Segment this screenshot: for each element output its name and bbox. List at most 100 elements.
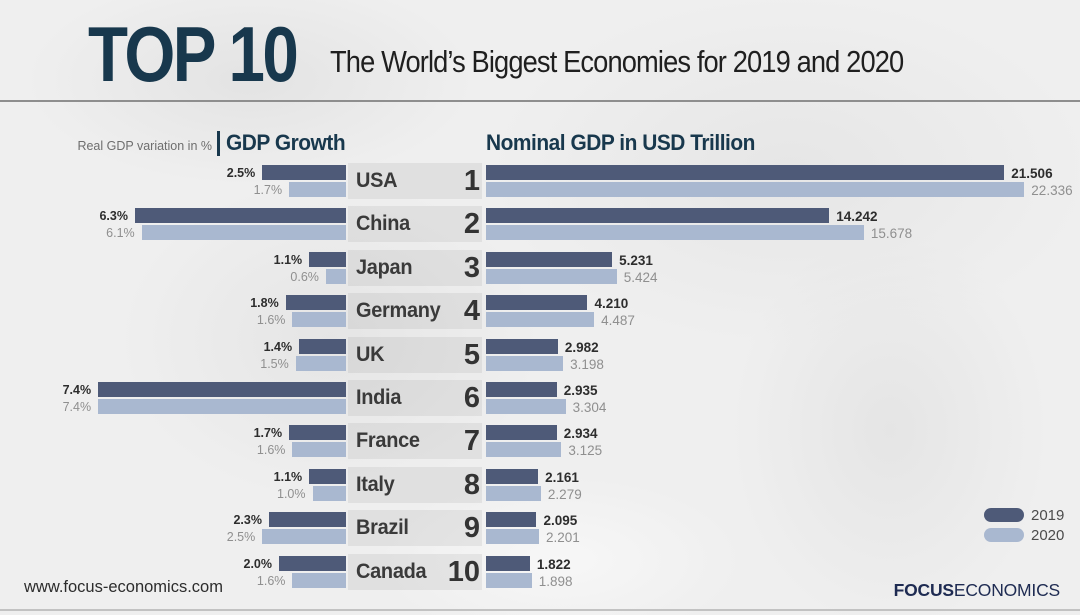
gdp-bar-2020 xyxy=(486,268,617,284)
legend-label-2019: 2019 xyxy=(1031,506,1065,524)
gdp-value-2019: 21.506 xyxy=(1011,166,1053,181)
gdp-bar-2020 xyxy=(486,529,540,545)
table-row: France 7 1.7% 1.6% 2.934 3.125 xyxy=(0,423,1080,466)
rank-label: 5 xyxy=(463,338,480,371)
gdp-bar-2019 xyxy=(486,468,539,484)
rank-label: 6 xyxy=(463,382,480,414)
gdp-value-2019: 2.935 xyxy=(563,383,598,398)
growth-bar-2019 xyxy=(309,468,346,484)
growth-value-2020: 1.6% xyxy=(256,313,286,328)
nominal-gdp-column-title: Nominal GDP in USD Trillion xyxy=(486,130,755,155)
growth-bar-2020 xyxy=(289,182,346,197)
gdp-value-2020: 2.201 xyxy=(546,530,580,546)
country-label: India xyxy=(356,386,402,409)
gdp-value-2020: 1.898 xyxy=(538,573,573,589)
gdp-bar-2020 xyxy=(486,442,562,458)
growth-value-2019: 2.3% xyxy=(233,513,262,528)
gdp-value-2019: 2.095 xyxy=(543,513,578,529)
gdp-bar-2020 xyxy=(486,572,532,588)
growth-value-2019: 2.5% xyxy=(226,166,256,180)
column-header-divider xyxy=(217,131,220,156)
gdp-bar-2019 xyxy=(486,512,537,528)
country-band xyxy=(348,293,482,330)
gdp-bar-2019 xyxy=(486,251,613,267)
country-band xyxy=(348,336,482,373)
gdp-bar-2020 xyxy=(486,182,1025,197)
growth-bar-2020 xyxy=(292,312,346,328)
footer-divider-line xyxy=(0,609,1080,611)
top10-badge: TOP 10 xyxy=(88,10,299,98)
growth-value-2020: 1.0% xyxy=(277,486,306,501)
rank-label: 7 xyxy=(463,425,480,458)
gdp-value-2019: 2.982 xyxy=(564,339,599,355)
table-row: Germany 4 1.8% 1.6% 4.210 4.487 xyxy=(0,293,1080,336)
growth-value-2019: 1.1% xyxy=(273,469,303,484)
growth-value-2020: 1.7% xyxy=(253,183,283,197)
growth-bar-2020 xyxy=(325,268,346,284)
focuseconomics-logo: FOCUSECONOMICS xyxy=(893,580,1061,601)
growth-bar-2019 xyxy=(289,425,346,441)
table-row: India 6 7.4% 7.4% 2.935 3.304 xyxy=(0,380,1080,423)
gdp-growth-unit-note: Real GDP variation in % xyxy=(77,139,212,153)
chart-rows: USA 1 2.5% 1.7% 21.506 22.336 China 2 6.… xyxy=(0,163,1080,599)
growth-value-2019: 7.4% xyxy=(62,383,92,397)
country-label: Japan xyxy=(356,255,413,279)
legend-swatch-2019 xyxy=(984,508,1024,522)
table-row: China 2 6.3% 6.1% 14.242 15.678 xyxy=(0,206,1080,249)
gdp-bar-2020 xyxy=(486,225,864,241)
growth-value-2020: 1.6% xyxy=(256,573,286,588)
gdp-value-2020: 3.125 xyxy=(568,443,603,459)
country-band xyxy=(348,423,482,460)
growth-bar-2019 xyxy=(309,251,346,267)
table-row: Brazil 9 2.3% 2.5% 2.095 2.201 xyxy=(0,510,1080,553)
growth-bar-2019 xyxy=(285,295,346,311)
growth-value-2019: 1.8% xyxy=(250,296,279,311)
country-label: Italy xyxy=(356,472,395,496)
growth-value-2019: 6.3% xyxy=(99,209,128,224)
country-band xyxy=(348,380,482,416)
country-band xyxy=(348,466,482,503)
gdp-value-2019: 4.210 xyxy=(594,296,629,312)
gdp-value-2020: 4.487 xyxy=(601,313,635,329)
legend-item-2019: 2019 xyxy=(984,505,1064,525)
growth-bar-2020 xyxy=(295,355,346,371)
gdp-value-2020: 5.424 xyxy=(623,269,658,285)
country-band xyxy=(348,249,482,286)
growth-bar-2019 xyxy=(268,512,346,528)
country-label: France xyxy=(356,429,420,453)
table-row: USA 1 2.5% 1.7% 21.506 22.336 xyxy=(0,163,1080,206)
growth-bar-2020 xyxy=(141,225,346,241)
gdp-bar-2019 xyxy=(486,295,588,311)
growth-value-2020: 0.6% xyxy=(290,269,319,284)
growth-bar-2019 xyxy=(134,208,346,224)
gdp-value-2019: 2.161 xyxy=(545,469,579,485)
gdp-bar-2019 xyxy=(486,165,1005,180)
gdp-value-2020: 3.304 xyxy=(572,400,607,415)
growth-bar-2019 xyxy=(262,165,346,180)
gdp-value-2020: 22.336 xyxy=(1031,183,1073,198)
gdp-value-2020: 15.678 xyxy=(870,226,913,242)
legend-swatch-2020 xyxy=(984,528,1024,542)
growth-value-2020: 2.5% xyxy=(226,530,256,545)
growth-value-2019: 2.0% xyxy=(243,556,273,571)
rank-label: 4 xyxy=(463,295,480,328)
country-label: China xyxy=(356,212,411,236)
table-row: UK 5 1.4% 1.5% 2.982 3.198 xyxy=(0,336,1080,380)
gdp-value-2020: 3.198 xyxy=(570,356,604,372)
country-label: USA xyxy=(356,169,398,192)
gdp-bar-2019 xyxy=(486,208,830,224)
gdp-bar-2019 xyxy=(486,425,557,441)
country-band xyxy=(348,163,482,199)
growth-bar-2020 xyxy=(262,529,346,545)
gdp-value-2019: 1.822 xyxy=(536,556,571,572)
gdp-value-2019: 2.934 xyxy=(563,426,598,442)
logo-regular-part: ECONOMICS xyxy=(953,580,1060,600)
growth-value-2019: 1.4% xyxy=(263,339,293,354)
country-label: Brazil xyxy=(356,516,409,540)
table-row: Canada 10 2.0% 1.6% 1.822 1.898 xyxy=(0,553,1080,597)
growth-value-2020: 1.5% xyxy=(260,356,289,371)
logo-bold-part: FOCUS xyxy=(893,580,954,600)
growth-bar-2019 xyxy=(279,555,346,571)
legend: 2019 2020 xyxy=(984,505,1064,545)
growth-bar-2020 xyxy=(98,399,346,414)
